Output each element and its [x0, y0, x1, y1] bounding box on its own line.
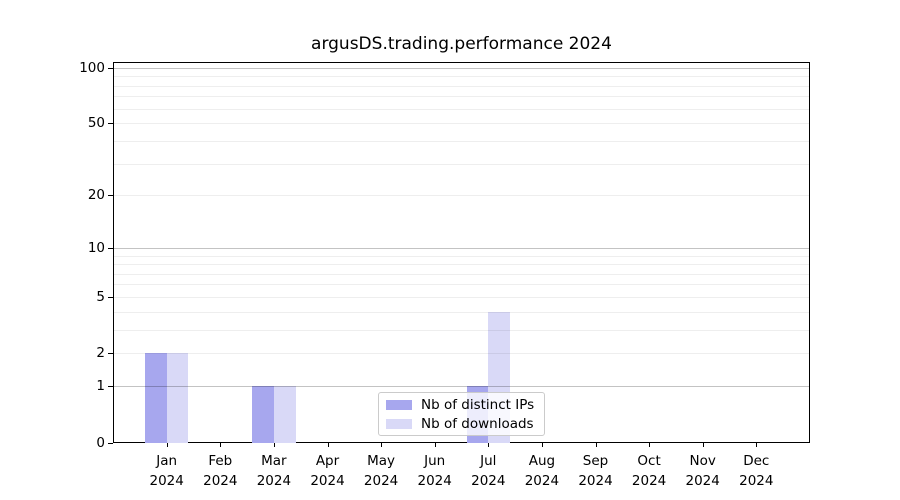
gridline-minor-3 — [114, 329, 809, 331]
x-tick-label-aug: Aug 2024 — [502, 451, 582, 491]
gridline-minor-90 — [114, 76, 809, 78]
legend-swatch-distinct-ips-icon — [386, 399, 412, 410]
y-tick-label-0: 0 — [96, 434, 105, 451]
x-tick-year: 2024 — [578, 473, 613, 489]
x-tick-label-oct: Oct 2024 — [609, 451, 689, 491]
legend: Nb of distinct IPs Nb of downloads — [378, 392, 545, 436]
x-tick-year: 2024 — [256, 473, 292, 489]
plot-area: Nb of distinct IPs Nb of downloads — [113, 62, 810, 443]
bar-nb-of-distinct-ips-mar — [252, 386, 274, 443]
x-tick-month: Sep — [582, 453, 609, 469]
x-tick-year: 2024 — [471, 473, 506, 489]
x-tick-mark-apr — [328, 443, 329, 447]
x-tick-mark-may — [381, 443, 382, 447]
x-tick-month: Nov — [689, 453, 716, 469]
legend-label-downloads: Nb of downloads — [421, 415, 534, 432]
x-tick-year: 2024 — [149, 473, 184, 489]
x-tick-mark-jun — [435, 443, 436, 447]
x-tick-label-jul: Jul 2024 — [448, 451, 528, 491]
gridline-minor-5 — [114, 296, 809, 298]
x-tick-month: Dec — [743, 453, 770, 469]
x-tick-label-sep: Sep 2024 — [556, 451, 636, 491]
x-tick-month: Mar — [261, 453, 287, 469]
gridline-minor-6 — [114, 284, 809, 286]
y-tick-label-50: 50 — [87, 115, 105, 132]
x-tick-month: Feb — [208, 453, 233, 469]
y-tick-label-1: 1 — [96, 378, 105, 395]
x-tick-year: 2024 — [685, 473, 720, 489]
legend-label-distinct-ips: Nb of distinct IPs — [421, 396, 535, 413]
y-tick-mark-100 — [108, 68, 113, 69]
y-tick-mark-20 — [108, 195, 113, 196]
x-tick-mark-sep — [596, 443, 597, 447]
gridline-minor-20 — [114, 195, 809, 197]
y-tick-mark-2 — [108, 353, 113, 354]
x-tick-mark-nov — [703, 443, 704, 447]
chart-title: argusDS.trading.performance 2024 — [311, 34, 612, 54]
x-tick-label-jun: Jun 2024 — [395, 451, 475, 491]
x-tick-year: 2024 — [363, 473, 399, 489]
bar-nb-of-downloads-mar — [273, 386, 296, 443]
x-tick-label-feb: Feb 2024 — [180, 451, 260, 491]
legend-swatch-downloads-icon — [386, 418, 412, 429]
grid-layer — [114, 63, 809, 442]
gridline-minor-7 — [114, 273, 809, 275]
legend-entry-distinct-ips: Nb of distinct IPs — [386, 397, 537, 413]
x-tick-month: Jan — [156, 453, 178, 469]
x-tick-mark-dec — [756, 443, 757, 447]
gridline-major-1 — [114, 386, 809, 388]
x-tick-month: Oct — [637, 453, 661, 469]
y-tick-mark-1 — [108, 386, 113, 387]
x-tick-month: Apr — [315, 453, 340, 469]
x-tick-label-mar: Mar 2024 — [234, 451, 314, 491]
bar-nb-of-distinct-ips-jan — [145, 353, 167, 443]
y-tick-mark-0 — [108, 443, 113, 444]
x-tick-year: 2024 — [631, 473, 667, 489]
x-tick-mark-jan — [167, 443, 168, 447]
gridline-minor-4 — [114, 311, 809, 313]
bar-nb-of-downloads-jan — [166, 353, 189, 443]
x-tick-label-may: May 2024 — [341, 451, 421, 491]
y-tick-label-20: 20 — [87, 187, 105, 204]
x-tick-label-dec: Dec 2024 — [716, 451, 796, 491]
x-tick-label-jan: Jan 2024 — [127, 451, 207, 491]
gridline-minor-2 — [114, 353, 809, 355]
gridline-minor-60 — [114, 108, 809, 110]
gridline-minor-70 — [114, 96, 809, 98]
gridline-minor-40 — [114, 140, 809, 142]
x-tick-mark-jul — [488, 443, 489, 447]
x-tick-month: Aug — [528, 453, 556, 469]
y-tick-label-5: 5 — [96, 288, 105, 305]
gridline-minor-50 — [114, 123, 809, 125]
legend-entry-downloads: Nb of downloads — [386, 416, 537, 432]
y-tick-label-100: 100 — [79, 59, 105, 76]
x-tick-mark-oct — [649, 443, 650, 447]
x-tick-month: Jun — [424, 453, 446, 469]
x-tick-month: Jul — [480, 453, 497, 469]
x-tick-label-nov: Nov 2024 — [663, 451, 743, 491]
x-tick-year: 2024 — [417, 473, 452, 489]
x-tick-month: May — [367, 453, 396, 469]
gridline-minor-9 — [114, 255, 809, 257]
y-tick-mark-5 — [108, 297, 113, 298]
x-tick-year: 2024 — [524, 473, 560, 489]
x-tick-year: 2024 — [310, 473, 345, 489]
gridline-minor-30 — [114, 163, 809, 165]
gridline-major-10 — [114, 247, 809, 249]
x-tick-mark-feb — [220, 443, 221, 447]
x-tick-mark-aug — [542, 443, 543, 447]
y-tick-label-10: 10 — [87, 239, 105, 256]
x-tick-year: 2024 — [739, 473, 774, 489]
x-tick-year: 2024 — [203, 473, 238, 489]
y-tick-mark-50 — [108, 123, 113, 124]
gridline-minor-8 — [114, 264, 809, 266]
x-tick-label-apr: Apr 2024 — [288, 451, 368, 491]
gridline-minor-80 — [114, 85, 809, 87]
x-tick-mark-mar — [274, 443, 275, 447]
y-tick-mark-10 — [108, 248, 113, 249]
y-tick-label-2: 2 — [96, 345, 105, 362]
gridline-major-100 — [114, 67, 809, 69]
